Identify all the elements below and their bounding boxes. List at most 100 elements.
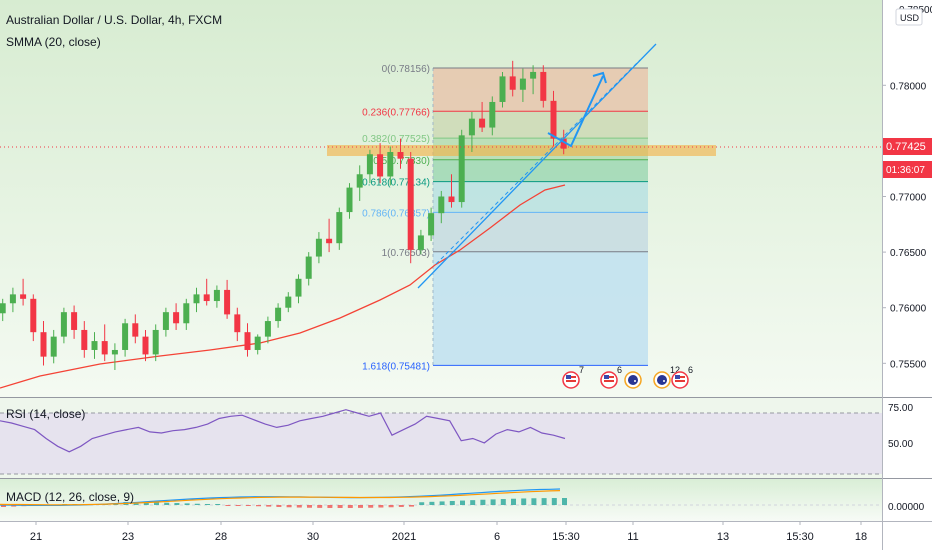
event-marker[interactable]: 12: [653, 365, 680, 389]
fib-level-label: 0.236(0.77766): [362, 107, 430, 118]
candle: [9, 287, 16, 313]
macd-axis-zero: 0.00000: [888, 502, 925, 513]
candle-body: [315, 238, 322, 257]
fib-level-label: 1(0.76503): [382, 248, 430, 259]
currency-button[interactable]: [895, 8, 923, 26]
candle-body: [0, 303, 6, 314]
price-axis-label: 0.76000: [890, 304, 927, 315]
fib-band: [433, 111, 648, 139]
candle: [387, 146, 394, 186]
time-axis-label: 18: [855, 531, 867, 543]
trend-line-dashed[interactable]: [435, 59, 641, 265]
event-marker[interactable]: [624, 371, 642, 389]
candle: [499, 71, 506, 108]
candle: [315, 232, 322, 264]
current-price-tag: [883, 138, 932, 155]
macd-hist-bar: [11, 505, 17, 507]
candle-body: [530, 71, 537, 79]
candle-body: [60, 312, 67, 337]
candle-body: [305, 256, 312, 279]
candle: [479, 101, 486, 132]
trend-drawings[interactable]: [417, 43, 657, 289]
rsi-axis-75: 75.00: [888, 403, 913, 414]
candle: [448, 174, 455, 208]
candle: [132, 314, 139, 344]
flag-field: [628, 375, 638, 385]
candle-body: [203, 294, 210, 302]
fib-band: [433, 251, 648, 366]
fib-level-label: 1.618(0.75481): [362, 361, 430, 372]
macd-legend[interactable]: MACD (12, 26, close, 9): [6, 490, 134, 504]
candle-body: [356, 174, 363, 188]
macd-hist-bar: [337, 505, 343, 508]
candle-body: [509, 76, 516, 90]
fib-level-label: 0.382(0.77525): [362, 134, 430, 145]
candle-body: [142, 336, 149, 355]
candle: [234, 307, 241, 342]
candle: [397, 138, 404, 169]
support-zone-rect[interactable]: [327, 145, 716, 156]
macd-hist-bar: [317, 505, 323, 508]
macd-hist-bar: [562, 498, 567, 505]
candle: [162, 307, 169, 337]
event-marker[interactable]: 6: [671, 365, 693, 389]
macd-hist-bar: [225, 505, 231, 506]
countdown-tag: [883, 161, 932, 178]
macd-hist-bar: [480, 499, 486, 505]
projection-arrow[interactable]: [547, 75, 604, 148]
candle: [530, 65, 537, 95]
candle: [81, 321, 88, 358]
support-zone[interactable]: [327, 145, 716, 156]
candle-body: [193, 294, 200, 304]
fib-band: [433, 212, 648, 252]
macd-hist-bar: [347, 505, 353, 508]
macd-hist-bar: [511, 498, 516, 505]
fib-band: [433, 181, 648, 213]
macd-hist-bar: [521, 498, 527, 505]
economic-events[interactable]: 7 6 12 6: [562, 365, 693, 389]
time-axis-label: 15:30: [786, 531, 814, 543]
candle-body: [489, 101, 496, 128]
time-axis-label: 23: [122, 531, 134, 543]
macd-hist-bar: [184, 503, 190, 505]
event-marker[interactable]: 6: [600, 365, 622, 389]
candle-body: [50, 336, 57, 357]
candle-body: [20, 294, 27, 299]
candle-body: [540, 71, 547, 101]
macd-pane-bg: [0, 479, 882, 521]
macd-hist-bar: [541, 498, 547, 505]
macd-hist-bar: [154, 502, 159, 505]
macd-hist-bar: [419, 502, 425, 505]
candle: [91, 332, 98, 359]
candle-body: [111, 349, 118, 355]
candle: [346, 183, 353, 219]
trend-line[interactable]: [417, 43, 657, 289]
candle-body: [295, 278, 302, 297]
candle: [326, 218, 333, 253]
candle: [254, 334, 261, 355]
macd-hist-bar: [531, 498, 537, 505]
time-axis-label: 13: [717, 531, 729, 543]
macd-hist-bar: [205, 504, 210, 505]
time-axis[interactable]: 21 23 28 30 2021 6 15:30 11 13 15:30 18: [30, 521, 867, 543]
candle-body: [377, 154, 384, 177]
flag-canton: [675, 375, 680, 379]
candle-body: [499, 76, 506, 102]
macd-hist-bar: [245, 505, 251, 506]
candle-body: [458, 135, 465, 203]
event-marker[interactable]: 7: [562, 365, 584, 389]
candle-body: [336, 212, 343, 244]
smma-legend[interactable]: SMMA (20, close): [6, 35, 101, 49]
candle: [305, 252, 312, 286]
price-axis-label: 0.78000: [890, 81, 927, 92]
candle: [377, 143, 384, 184]
rsi-legend[interactable]: RSI (14, close): [6, 407, 85, 421]
candle: [244, 323, 251, 357]
candle-body: [438, 196, 445, 214]
candle-body: [366, 154, 373, 175]
flag-canton: [566, 375, 571, 379]
rsi-band: [0, 413, 882, 474]
macd-hist-bar: [286, 505, 292, 508]
